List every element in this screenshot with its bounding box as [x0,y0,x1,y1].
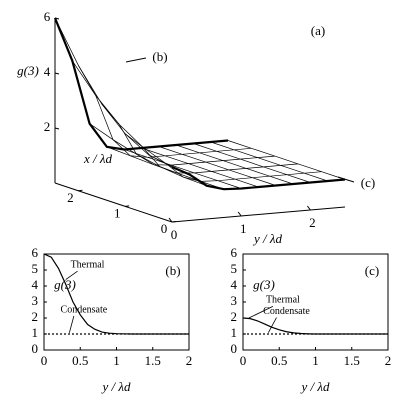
y-axis-label: g(3) [54,277,76,292]
y-tick-label: 0 [231,341,238,356]
y-tick-label: 2 [231,309,238,324]
annotation: (c) [361,175,375,190]
series-annotation: Condensate [61,304,108,315]
annotation-arrow [268,317,277,333]
x-tick-label: 0.5 [72,353,88,368]
y-tick [237,211,242,217]
y-tick-label: 0 [171,227,178,242]
y-axis-label: y / λd [252,231,283,246]
series-line [242,317,388,335]
y-tick-label: 6 [231,245,238,260]
x-tick-label: 1 [113,353,120,368]
panel-label: (b) [165,263,180,278]
x-tick-label: 1.5 [344,353,360,368]
panel-label: (c) [365,263,379,278]
y-tick-label: 2 [309,215,316,230]
series-annotation: Condensate [263,306,310,317]
x-tick-label: 1.5 [145,353,161,368]
z-axis-label: g(3) [17,63,39,78]
annotation-arrow [68,315,75,333]
x-tick-label: 1 [114,205,121,220]
z-tick-label: 4 [44,64,51,79]
x-axis-label: x / λd [83,151,113,166]
x-tick-label: 1 [312,353,319,368]
annotation: (b) [152,49,167,64]
surface-column [54,17,173,168]
y-axis [171,206,346,223]
y-tick-label: 2 [32,309,39,324]
x-axis-label: y / λd [100,379,131,394]
x-tick [78,189,83,192]
y-tick-label: 4 [32,277,39,292]
panel-label: (a) [311,23,325,38]
y-tick-label: 1 [32,325,39,340]
surface-column [89,123,207,187]
surface-row [53,17,229,151]
x-tick [125,205,130,207]
x-tick-label: 2 [67,190,74,205]
x-tick-label: 0 [41,353,48,368]
y-axis-label: g(3) [253,277,275,292]
surface-row [101,103,275,166]
x-tick-label: 0.5 [271,353,287,368]
y-tick-label: 3 [32,293,39,308]
surface-column [158,146,276,186]
y-tick-label: 0 [32,341,39,356]
y-tick-label: 1 [240,221,247,236]
y-tick-label: 1 [231,325,238,340]
y-tick-label: 5 [231,261,238,276]
z-tick [54,72,60,75]
z-tick [54,127,60,130]
z-tick-label: 2 [44,119,51,134]
y-tick-label: 6 [32,245,39,260]
y-tick-label: 5 [32,261,39,276]
x-tick-label: 0 [240,353,247,368]
annotation-arrow [65,270,78,280]
series-annotation: Thermal [266,295,300,306]
annotation-arrow [248,306,274,319]
annotation-arrow [125,57,147,63]
z-tick-label: 6 [44,9,51,24]
y-tick-label: 3 [231,293,238,308]
surface-column [124,149,242,189]
surface-column [227,140,346,180]
surface-column [193,143,311,183]
x-tick-label: 2 [385,353,392,368]
y-tick-label: 4 [231,277,238,292]
x-axis-label: y / λd [299,379,330,394]
x-axis [54,182,173,223]
annotation-arrow [337,176,355,183]
x-tick-label: 2 [186,353,193,368]
series-annotation: Thermal [71,259,105,270]
y-tick [306,205,311,211]
y-tick [168,217,173,223]
surface-column [141,147,259,188]
surface-column [210,141,328,182]
surface-column [175,144,294,185]
surface-column [72,60,190,175]
surface-column [106,146,225,190]
x-tick [171,221,177,223]
x-tick-label: 0 [161,221,168,236]
